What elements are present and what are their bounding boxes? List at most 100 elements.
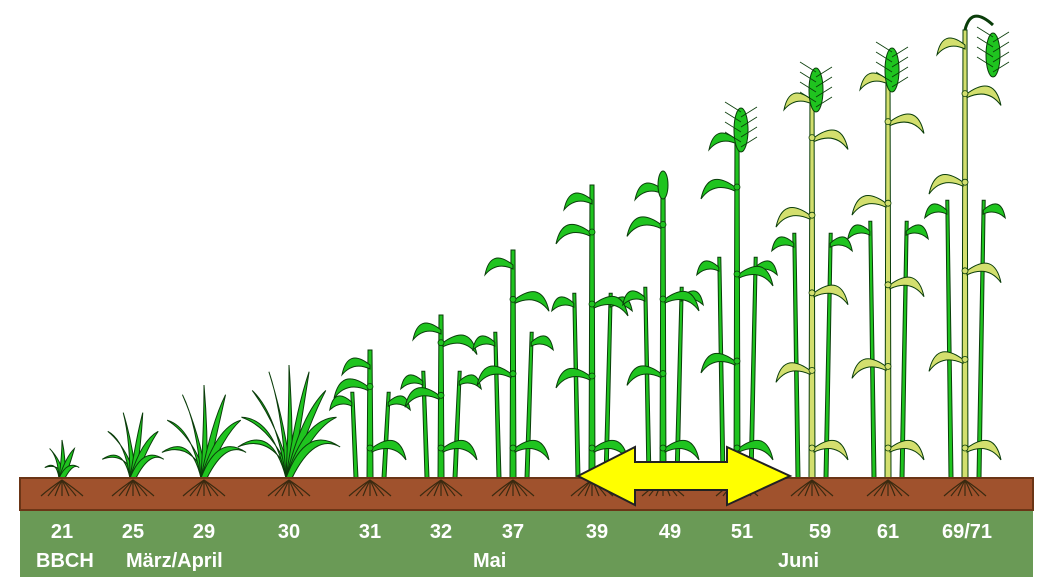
plant-stage-21 (44, 439, 80, 479)
stem-leaf (700, 178, 736, 200)
stem-leaf (476, 365, 512, 386)
tiller (899, 220, 909, 479)
tiller (945, 199, 954, 479)
flag-leaf (859, 72, 889, 92)
stem (659, 174, 667, 479)
node (884, 362, 892, 370)
label-band (20, 511, 1033, 577)
tiller-leaf (458, 374, 482, 391)
stem (884, 64, 892, 479)
stem-leaf (966, 85, 1002, 106)
stem-leaf (626, 216, 662, 237)
tiller-leaf (982, 203, 1006, 220)
root-cluster (419, 479, 463, 497)
root-cluster (40, 479, 84, 497)
stem-leaf (333, 378, 369, 399)
tiller (572, 292, 581, 479)
node (659, 370, 667, 377)
node (808, 366, 816, 374)
soil-strip (19, 477, 1034, 511)
node (808, 134, 816, 142)
stem-leaf (813, 284, 849, 305)
flag-leaf (634, 182, 664, 202)
tiller (603, 292, 613, 479)
tiller (493, 331, 502, 479)
node (808, 289, 816, 297)
node (437, 339, 445, 347)
leaf (285, 439, 341, 479)
stage-label-30: 30 (277, 521, 301, 543)
stem-leaf (851, 358, 887, 379)
node (961, 90, 969, 97)
tiller-leaf (472, 335, 496, 352)
tiller (643, 286, 652, 479)
stem-leaf (442, 439, 478, 461)
stem-leaf (775, 207, 811, 228)
stage-label-29: 29 (192, 521, 216, 543)
stem (808, 84, 816, 479)
stem-leaf (371, 439, 407, 461)
stem-leaf (514, 439, 550, 461)
stage-label-51: 51 (730, 521, 754, 543)
flag-leaf (412, 322, 442, 342)
tiller-leaf (847, 224, 871, 241)
node (808, 211, 816, 219)
leaf (200, 446, 247, 479)
stem-leaf (738, 439, 774, 461)
node (588, 444, 596, 452)
stem-leaf (555, 223, 591, 245)
root-cluster (943, 479, 987, 497)
node (366, 383, 374, 390)
flag-leaf (783, 92, 813, 112)
flag-leaf (341, 357, 371, 377)
node (961, 267, 969, 275)
stage-label-69-71: 69/71 (941, 521, 993, 543)
month-march-april: März/April (126, 550, 223, 572)
plant-stage-51 (696, 101, 778, 479)
node (437, 391, 445, 399)
stage-label-39: 39 (585, 521, 609, 543)
ear (799, 61, 833, 113)
plant-stage-61 (847, 41, 929, 479)
tiller (524, 331, 534, 479)
ear (724, 101, 758, 153)
root-cluster (182, 479, 226, 497)
month-june: Juni (778, 550, 820, 572)
tiller-leaf (329, 395, 353, 412)
node (437, 444, 445, 452)
stage-label-61: 61 (876, 521, 900, 543)
node (659, 295, 667, 303)
bbch-label: BBCH (36, 550, 94, 572)
node (884, 118, 892, 125)
stem-leaf (555, 367, 591, 389)
flag-leaf (484, 257, 514, 277)
flag-leaf (936, 37, 966, 57)
tiller (976, 199, 986, 479)
stem-leaf (664, 439, 700, 461)
plant-stage-69-71 (924, 14, 1010, 479)
stem-leaf (966, 439, 1002, 461)
stem-leaf (700, 352, 736, 374)
node (509, 444, 517, 452)
tiller (717, 256, 726, 479)
node (884, 281, 892, 289)
plant-stage-32 (400, 314, 482, 479)
root-cluster (790, 479, 834, 497)
tiller-leaf (551, 296, 575, 313)
stage-label-32: 32 (429, 521, 453, 543)
plant-stage-31 (329, 349, 411, 479)
tiller-leaf (696, 260, 720, 277)
ear (963, 14, 1010, 78)
root-cluster (348, 479, 392, 497)
plant-stage-29 (161, 384, 247, 479)
node (733, 357, 741, 365)
stem-leaf (813, 439, 849, 461)
node (588, 372, 596, 380)
tiller-leaf (387, 395, 411, 412)
node (588, 228, 596, 236)
tiller-leaf (771, 236, 795, 253)
plant-row (44, 14, 1010, 479)
node (366, 444, 374, 452)
